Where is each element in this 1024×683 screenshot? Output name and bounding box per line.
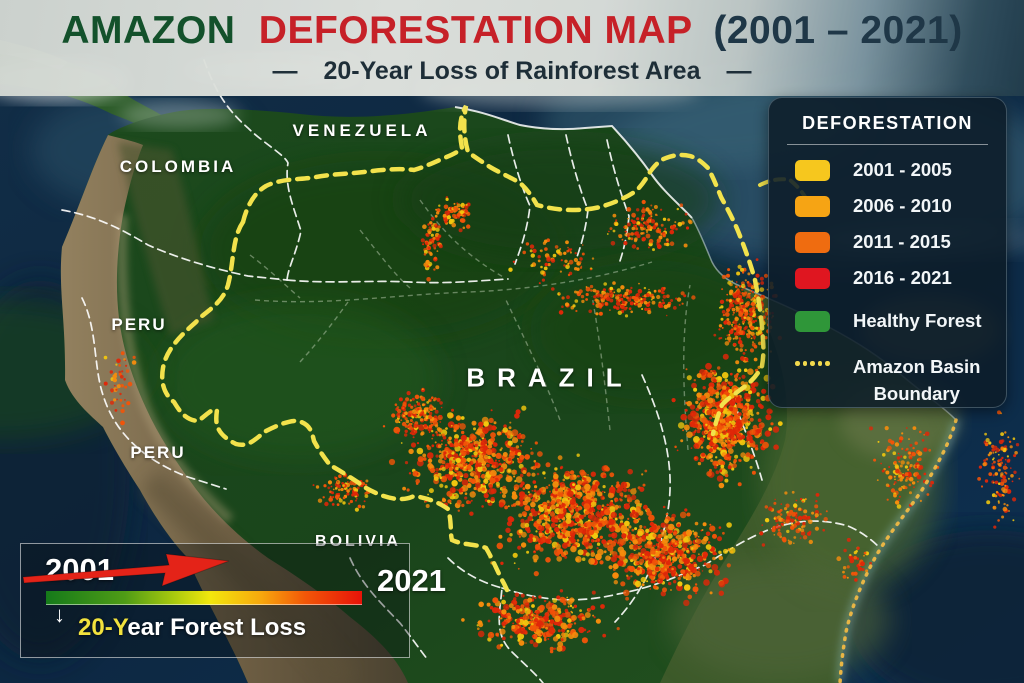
- legend-label: 2011 - 2015: [853, 231, 951, 252]
- basin-dot: [802, 361, 807, 366]
- basin-dot: [795, 361, 800, 366]
- forest-loss-gradient-bar: [46, 591, 362, 605]
- legend-divider: [787, 144, 988, 145]
- cerrado-patch: [670, 560, 890, 680]
- cloud: [120, 101, 240, 129]
- basin-dot: [825, 361, 830, 366]
- page-subtitle: — 20-Year Loss of Rainforest Area —: [0, 57, 1024, 86]
- scale-caption: 20-Year Forest Loss: [78, 614, 306, 642]
- subtitle-text: 20-Year Loss of Rainforest Area: [323, 57, 701, 85]
- legend-label: 2001 - 2005: [853, 159, 952, 180]
- legend-swatch-icon: [795, 231, 830, 253]
- red-arrow-icon: [22, 553, 230, 587]
- legend-swatch-icon: [795, 159, 830, 181]
- legend-label: 2006 - 2010: [853, 195, 952, 216]
- legend-items: 2001 - 2005 2006 - 2010 2011 - 2015 2016 - …: [783, 159, 992, 332]
- legend-row: 2016 - 2021: [795, 267, 992, 289]
- forest-light-patch: [160, 300, 440, 460]
- legend-label: Healthy Forest: [853, 310, 982, 331]
- subtitle-dash-left: —: [272, 57, 298, 85]
- country-label-peru: PERU: [111, 315, 167, 334]
- legend-swatch-icon: [795, 267, 830, 289]
- basin-label-line2: Boundary: [873, 382, 960, 404]
- forest-dark-patch: [400, 140, 720, 260]
- country-label-brazil: BRAZIL: [466, 362, 634, 393]
- caption-highlight: 20-Y: [78, 614, 128, 641]
- legend-swatch-icon: [795, 310, 830, 332]
- river-lines: [249, 199, 691, 451]
- country-label-colombia: COLOMBIA: [119, 157, 237, 176]
- basin-dot: [810, 361, 815, 366]
- title-band: AMAZON DEFORESTATION MAP (2001 – 2021) —…: [0, 0, 1024, 96]
- title-deforestation-map: DEFORESTATION MAP: [258, 9, 692, 52]
- title-amazon: AMAZON: [61, 9, 236, 52]
- deforestation-speckles: [103, 196, 1021, 654]
- country-label-venezuela: VENEZUELA: [292, 121, 432, 140]
- subtitle-dash-right: —: [726, 57, 752, 85]
- caption-rest: ear Forest Loss: [127, 614, 307, 641]
- country-label-bolivia: BOLIVIA: [315, 533, 401, 550]
- coastline-highlight: [454, 106, 693, 219]
- basin-label-line1: Amazon Basin: [853, 356, 981, 377]
- coastal-basin-boundary: [838, 418, 958, 683]
- legend-swatch-icon: [795, 195, 830, 217]
- legend-row: Healthy Forest: [795, 310, 992, 332]
- title-years: (2001 – 2021): [713, 9, 963, 52]
- scale-start-year: 2001: [45, 552, 114, 587]
- legend-panel: DEFORESTATION 2001 - 2005 2006 - 2010 2011…: [768, 97, 1007, 408]
- colombia-andes: [118, 142, 214, 335]
- scale-end-year: 2021: [377, 563, 446, 598]
- basin-dot: [817, 361, 822, 366]
- page-title: AMAZON DEFORESTATION MAP (2001 – 2021): [0, 9, 1024, 53]
- basin-boundary-dots-icon: [795, 361, 830, 366]
- legend-title: DEFORESTATION: [802, 113, 973, 133]
- legend-row: 2006 - 2010: [795, 195, 992, 217]
- legend-label: 2016 - 2021: [853, 267, 952, 288]
- country-label-peru: PERU: [130, 443, 186, 462]
- timeline-scale-box: 2001 2021 ↓ 20-Year Forest Loss: [20, 543, 446, 658]
- legend-row: 2011 - 2015: [795, 231, 992, 253]
- down-arrow-icon: ↓: [54, 602, 65, 627]
- legend-row-basin: Amazon Basin Boundary: [795, 354, 992, 408]
- legend-basin-label: Amazon Basin Boundary: [853, 354, 980, 408]
- legend-row: 2001 - 2005: [795, 159, 992, 181]
- andes-ridge-highlight: [116, 214, 234, 524]
